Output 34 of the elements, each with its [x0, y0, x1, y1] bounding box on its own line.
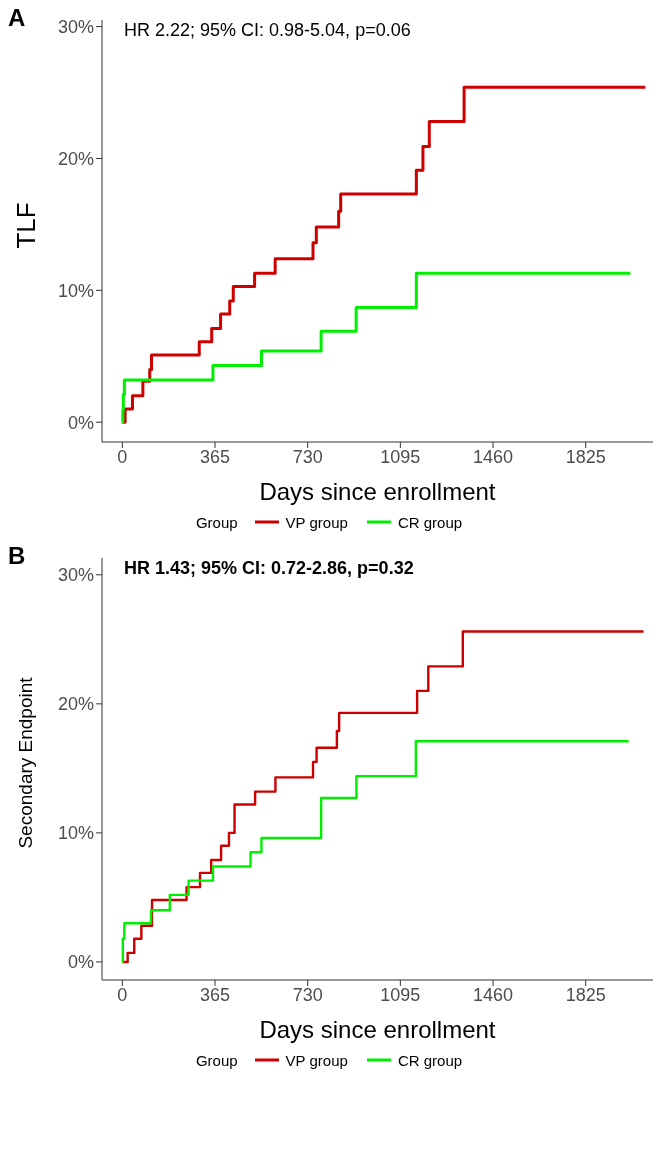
y-tick-label: 10%: [57, 280, 94, 301]
x-tick-label: 1460: [473, 984, 514, 1005]
y-axis-title: Secondary Endpoint: [15, 677, 37, 849]
chart-title: A: [8, 4, 26, 32]
x-tick-label: 1095: [380, 984, 421, 1005]
x-tick-label: 1460: [473, 446, 514, 467]
legend-label: CR group: [397, 513, 463, 531]
y-tick-label: 20%: [57, 148, 94, 169]
legend-label: VP group: [285, 1051, 348, 1069]
legend-label: CR group: [397, 1051, 463, 1069]
y-tick-label: 20%: [57, 694, 94, 715]
x-axis-title: Days since enrollment: [259, 478, 496, 505]
x-tick-label: 730: [292, 446, 323, 467]
x-axis-title: Days since enrollment: [259, 1016, 496, 1043]
annotation: HR 2.22; 95% CI: 0.98-5.04, p=0.06: [124, 20, 411, 41]
y-tick-label: 0%: [67, 952, 94, 973]
x-tick-label: 1825: [565, 984, 606, 1005]
annotation: HR 1.43; 95% CI: 0.72-2.86, p=0.32: [124, 558, 414, 579]
y-tick-label: 10%: [57, 823, 94, 844]
x-tick-label: 365: [199, 446, 231, 467]
y-tick-label: 30%: [57, 565, 94, 586]
x-tick-label: 365: [199, 984, 231, 1005]
x-tick-label: 1095: [380, 446, 421, 467]
legend-title: Group: [195, 1051, 238, 1069]
y-tick-label: 0%: [67, 412, 94, 433]
y-tick-label: 30%: [57, 16, 94, 37]
legend-label: VP group: [285, 513, 348, 531]
chart-title: B: [8, 542, 26, 570]
x-tick-label: 730: [292, 984, 323, 1005]
x-tick-label: 0: [117, 446, 128, 467]
x-tick-label: 0: [117, 984, 128, 1005]
legend-title: Group: [195, 513, 238, 531]
y-axis-title: TLF: [10, 201, 42, 249]
x-tick-label: 1825: [565, 446, 606, 467]
